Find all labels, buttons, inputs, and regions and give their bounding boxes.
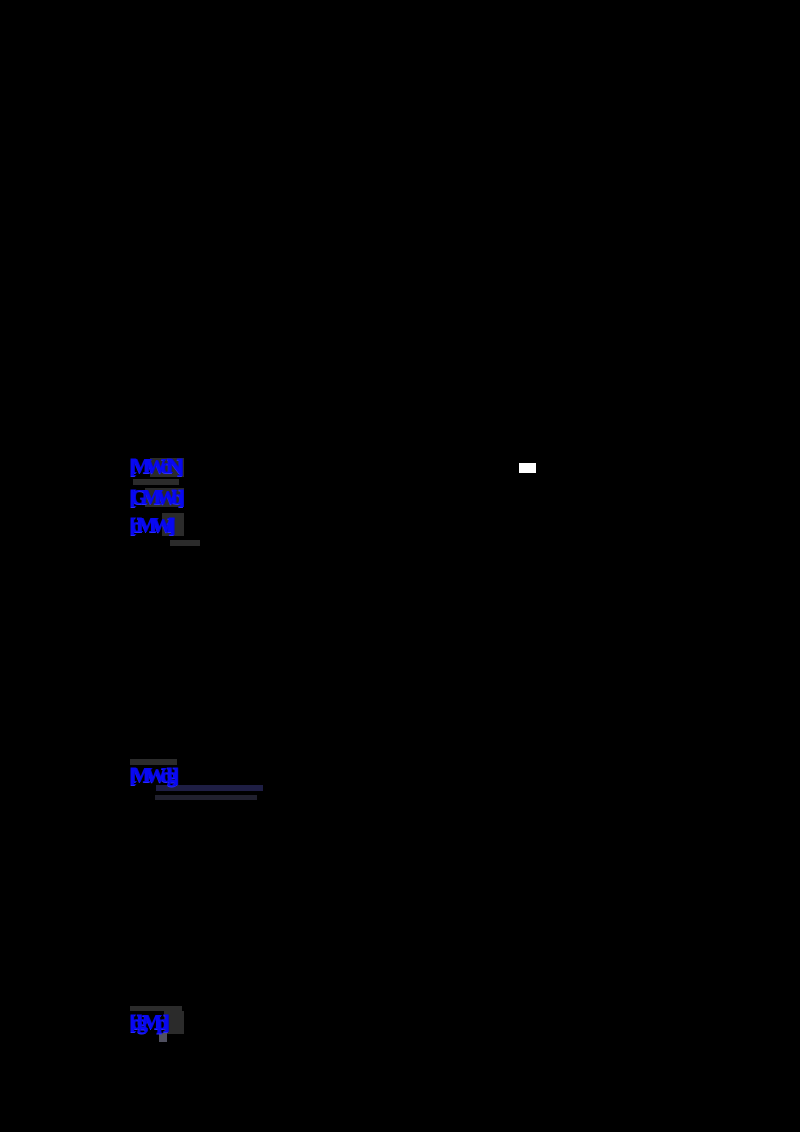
text-remnant-5 xyxy=(130,1006,182,1011)
link-background-box-2 xyxy=(145,488,184,507)
link-underline-rule xyxy=(156,785,263,791)
link-background-box-5 xyxy=(164,1011,184,1034)
citation-link-3[interactable]: [dMWf] xyxy=(129,513,175,537)
link-background-box-3 xyxy=(162,513,184,536)
citation-link-5[interactable]: [dgMp] xyxy=(129,1010,169,1034)
text-remnant-4 xyxy=(155,795,257,800)
text-remnant-2 xyxy=(170,540,200,546)
citation-link-4[interactable]: [MWdg] xyxy=(129,763,179,787)
link-background-box-1 xyxy=(150,458,184,477)
citation-link-2[interactable]: [GMWb] xyxy=(129,485,185,509)
citation-link-1[interactable]: [MWdN] xyxy=(129,454,183,478)
text-remnant-3 xyxy=(130,759,177,765)
white-marker xyxy=(519,463,536,473)
text-remnant-descender xyxy=(159,1033,167,1042)
text-remnant-1 xyxy=(133,479,179,485)
